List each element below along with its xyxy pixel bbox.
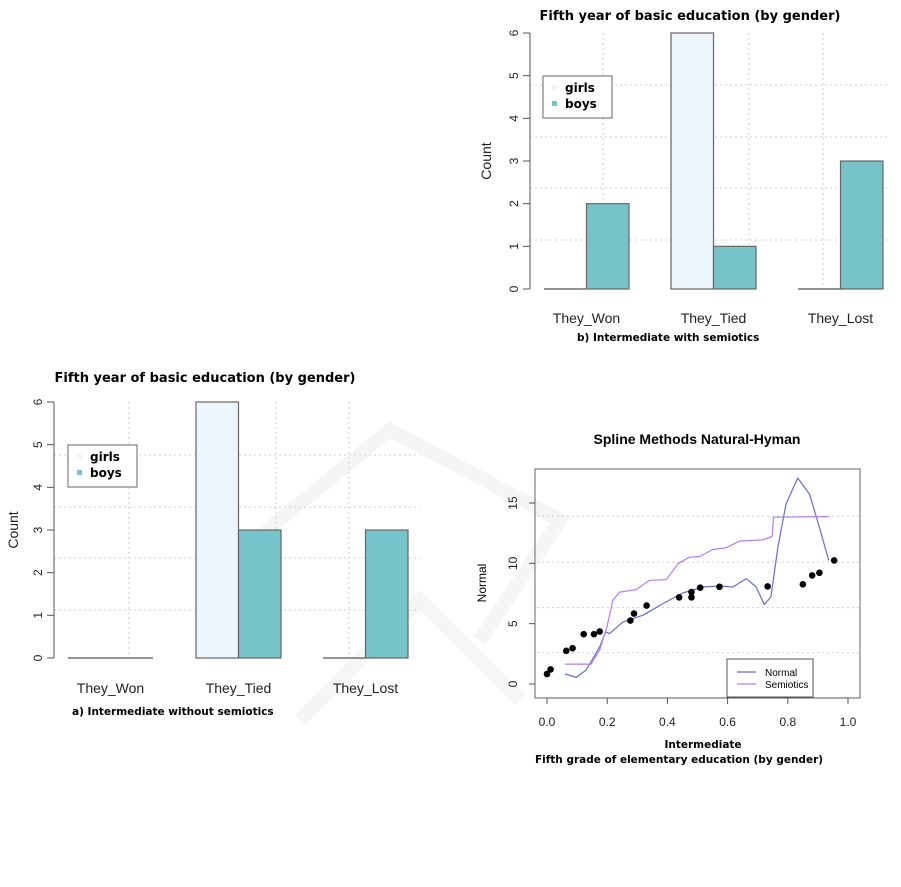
legend-swatch-girls — [77, 454, 82, 459]
data-point — [764, 583, 771, 590]
y-tick-label: 3 — [31, 526, 45, 533]
y-tick-label: 4 — [31, 484, 45, 491]
data-point — [630, 610, 638, 617]
bar-chart-without-semiotics: Fifth year of basic education (by gender… — [5, 371, 420, 718]
y-tick-label: 5 — [507, 72, 521, 79]
legend: girls boys — [67, 444, 138, 488]
y-tick-label: 2 — [31, 569, 45, 576]
y-axis-label: Normal — [475, 564, 489, 603]
bar-chart-with-semiotics: Fifth year of basic education (by gender… — [478, 9, 890, 344]
y-tick-label: 4 — [507, 115, 521, 122]
category-label: They_Tied — [206, 680, 272, 696]
data-point — [816, 569, 823, 577]
data-point — [543, 670, 551, 678]
legend-label-girls: girls — [565, 81, 595, 95]
legend-box — [542, 75, 613, 119]
x-tick-label: 0.6 — [719, 715, 736, 729]
category-label: They_Won — [553, 310, 620, 326]
legend-label-boys: boys — [90, 466, 122, 480]
data-point — [627, 617, 634, 624]
x-tick-label: 0.8 — [779, 715, 796, 729]
spline-chart: Spline Methods Natural-Hyman 0.0 0.2 0.4 0.6… — [475, 431, 861, 766]
data-point — [808, 572, 816, 579]
data-point — [580, 630, 588, 638]
chart-title: Spline Methods Natural-Hyman — [594, 431, 801, 447]
bar-girls-They_Tied — [670, 32, 715, 290]
chart-caption: Fifth grade of elementary education (by … — [535, 754, 823, 766]
watermark-logo — [225, 421, 571, 725]
y-tick-label: 2 — [507, 200, 521, 207]
y-tick-label: 3 — [507, 157, 521, 164]
data-point — [547, 666, 554, 673]
x-tick-label: 0.0 — [539, 715, 556, 729]
chart-caption: a) Intermediate without semiotics — [72, 706, 274, 718]
data-point — [643, 602, 650, 609]
data-point — [830, 557, 838, 564]
legend-box — [67, 444, 138, 488]
data-point — [590, 630, 598, 638]
y-tick-label: 0 — [507, 285, 521, 292]
category-label: They_Won — [77, 680, 144, 696]
legend-swatch-boys — [552, 101, 557, 106]
y-tick-label: 6 — [31, 398, 45, 405]
data-point — [799, 581, 807, 588]
y-tick-label: 10 — [506, 556, 520, 570]
y-axis-label: Count — [478, 142, 494, 179]
legend-box — [726, 658, 814, 698]
category-label: They_Tied — [681, 310, 747, 326]
y-tick-label: 6 — [507, 29, 521, 36]
data-point — [696, 584, 704, 592]
legend-label-boys: boys — [565, 97, 597, 111]
category-label: They_Lost — [808, 310, 873, 326]
y-tick-label: 0 — [31, 654, 45, 661]
chart-title: Fifth year of basic education (by gender… — [55, 371, 356, 386]
x-tick-label: 0.2 — [599, 715, 616, 729]
chart-title: Fifth year of basic education (by gender… — [540, 9, 841, 24]
y-tick-label: 5 — [31, 441, 45, 448]
data-point — [675, 594, 683, 601]
bar-girls-They_Tied — [195, 401, 240, 659]
legend-swatch-girls — [552, 85, 557, 90]
x-tick-label: 0.4 — [659, 715, 676, 729]
y-tick-label: 15 — [506, 496, 520, 510]
y-tick-label: 0 — [506, 680, 520, 687]
series-line-semiotics — [564, 516, 829, 665]
data-point — [569, 644, 576, 652]
bar-boys-They_Tied — [237, 529, 282, 659]
data-point — [562, 647, 570, 655]
bar-boys-They_Lost — [364, 529, 409, 659]
chart-caption: b) Intermediate with semiotics — [577, 332, 759, 344]
legend: girls boys — [542, 75, 613, 119]
legend-label-normal: Normal — [765, 668, 797, 679]
data-point — [688, 594, 695, 601]
y-tick-label: 1 — [507, 243, 521, 250]
legend-label-semiotics: Semiotics — [765, 680, 808, 691]
x-tick-label: 1.0 — [840, 715, 857, 729]
legend-swatch-boys — [77, 470, 82, 475]
data-point — [596, 628, 603, 635]
category-label: They_Lost — [333, 680, 398, 696]
bar-boys-They_Lost — [839, 160, 884, 290]
bar-boys-They_Won — [585, 203, 630, 290]
bar-boys-They_Tied — [712, 245, 757, 290]
data-point — [688, 588, 695, 596]
series-line-normal — [564, 477, 830, 679]
data-point — [716, 583, 723, 591]
legend-label-girls: girls — [90, 450, 120, 464]
y-axis-label: Count — [5, 511, 21, 548]
x-axis-label: Intermediate — [664, 739, 741, 751]
y-tick-label: 5 — [506, 620, 520, 627]
y-tick-label: 1 — [31, 612, 45, 619]
